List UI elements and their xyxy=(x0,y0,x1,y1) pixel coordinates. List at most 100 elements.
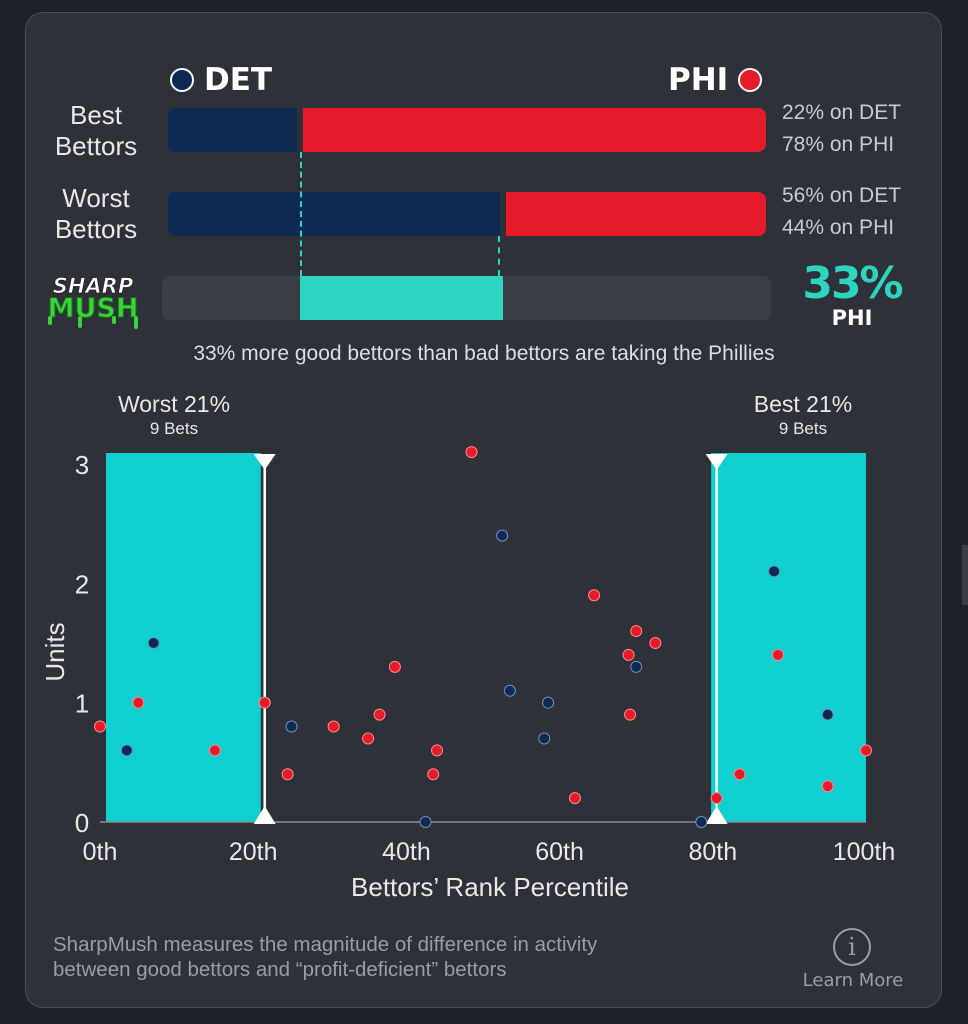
det-data-point xyxy=(630,660,643,673)
phi-data-point xyxy=(588,589,601,602)
x-tick-label: 100th xyxy=(833,838,896,866)
worst-zone-band xyxy=(106,453,261,822)
phi-data-point xyxy=(281,768,294,781)
worst-bettors-phi-segment xyxy=(505,192,766,236)
svg-text:SHARP: SHARP xyxy=(53,274,134,298)
phi-data-point xyxy=(821,780,834,793)
x-tick-label: 80th xyxy=(688,838,737,866)
phi-data-point xyxy=(649,637,662,649)
x-tick-label: 40th xyxy=(382,838,431,866)
sharpmush-diff-track xyxy=(162,276,771,320)
best-zone-label: Best 21% 9 Bets xyxy=(713,390,893,440)
sharpmush-value: 33% xyxy=(802,258,903,309)
y-axis-label: Units xyxy=(40,622,70,681)
footer-line1: SharpMush measures the magnitude of diff… xyxy=(53,933,598,956)
worst-zone-label: Worst 21% 9 Bets xyxy=(84,390,264,440)
worst-zone-marker-bottom-handle xyxy=(253,806,276,824)
best-bettors-label-line1: Best xyxy=(69,100,123,130)
phi-data-point xyxy=(733,768,746,781)
phi-data-point xyxy=(710,792,723,805)
det-data-point xyxy=(285,720,298,733)
best-det-pct-text: 22% on DET xyxy=(782,101,902,124)
team-away-header: DET xyxy=(170,60,272,100)
phi-data-point xyxy=(373,708,386,721)
footer-line2: between good bettors and “profit-deficie… xyxy=(53,958,507,981)
best-bettors-phi-segment xyxy=(302,108,766,152)
worst-bettors-bar xyxy=(168,192,766,236)
sharpmush-logo: SHARP MUSH xyxy=(34,270,152,332)
x-tick-label: 0th xyxy=(83,838,118,866)
phi-data-point xyxy=(427,768,440,781)
team-home-abbr: PHI xyxy=(668,62,729,98)
worst-zone-subtitle: 9 Bets xyxy=(149,419,199,438)
team-away-abbr: DET xyxy=(204,62,273,98)
worst-bettors-label-line1: Worst xyxy=(62,183,130,213)
y-tick-label: 2 xyxy=(75,569,89,599)
phi-data-point xyxy=(132,696,145,709)
det-data-point xyxy=(496,529,509,542)
worst-zone-title: Worst 21% xyxy=(117,391,231,417)
best-phi-pct-text: 78% on PHI xyxy=(782,133,895,156)
phi-data-point xyxy=(208,744,221,757)
phi-data-point xyxy=(431,744,444,757)
phi-data-point xyxy=(568,792,581,805)
best-zone-marker-top-handle xyxy=(705,454,728,470)
worst-split-connector xyxy=(498,236,500,276)
det-data-point xyxy=(120,744,133,757)
best-bettors-label-line2: Bettors xyxy=(54,131,138,161)
team-away-dot-icon xyxy=(170,68,194,92)
best-bettors-label: Best Bettors xyxy=(40,100,152,162)
phi-data-point xyxy=(771,648,784,661)
sharpmush-team: PHI xyxy=(831,306,873,330)
y-tick-label: 1 xyxy=(75,689,89,719)
det-data-point xyxy=(538,732,551,745)
x-tick-label: 60th xyxy=(535,838,584,866)
x-tick-label: 20th xyxy=(229,838,278,866)
team-home-header: PHI xyxy=(668,60,763,100)
det-data-point xyxy=(419,816,432,828)
sharpmush-diff-fill xyxy=(299,276,503,320)
best-bettors-bar xyxy=(168,108,766,152)
svg-text:MUSH: MUSH xyxy=(48,293,139,324)
phi-data-point xyxy=(388,660,401,673)
det-data-point xyxy=(147,637,160,649)
y-tick-label: 0 xyxy=(75,808,89,838)
phi-data-point xyxy=(465,446,478,459)
det-data-point xyxy=(503,684,516,697)
best-bettors-percentages: 22% on DET 78% on PHI xyxy=(782,97,901,161)
best-split-connector xyxy=(300,152,302,276)
worst-det-pct-text: 56% on DET xyxy=(782,184,902,207)
best-bettors-det-segment xyxy=(168,108,297,152)
phi-data-point xyxy=(630,625,643,638)
learn-more-link[interactable]: Learn More xyxy=(802,970,904,991)
worst-bettors-label-line2: Bettors xyxy=(54,214,138,244)
det-data-point xyxy=(768,565,781,578)
worst-bettors-label: Worst Bettors xyxy=(40,183,152,245)
worst-phi-pct-text: 44% on PHI xyxy=(782,216,895,239)
x-axis-label: Bettors’ Rank Percentile xyxy=(351,872,629,902)
phi-data-point xyxy=(622,648,635,661)
scrollbar[interactable] xyxy=(962,545,968,605)
y-tick-label: 3 xyxy=(75,450,89,480)
team-home-dot-icon xyxy=(738,68,763,92)
phi-data-point xyxy=(624,708,637,721)
det-data-point xyxy=(821,708,834,721)
phi-data-point xyxy=(94,720,106,733)
det-data-point xyxy=(695,816,708,828)
det-data-point xyxy=(542,696,555,709)
sharpmush-summary: 33% more good bettors than bad bettors a… xyxy=(193,342,775,365)
worst-zone-marker-top-handle xyxy=(253,454,276,470)
worst-bettors-det-segment xyxy=(168,192,500,236)
footer-description: SharpMush measures the magnitude of diff… xyxy=(53,932,753,982)
phi-data-point xyxy=(327,720,340,733)
scatter-chart: 0 1 2 3 0th 20th 40th 60th 80th 100th Bettors’ Ran… xyxy=(40,446,896,902)
best-zone-band xyxy=(711,453,866,822)
info-icon[interactable]: i xyxy=(833,928,871,966)
worst-bettors-percentages: 56% on DET 44% on PHI xyxy=(782,180,901,244)
phi-data-point xyxy=(258,696,271,709)
best-zone-title: Best 21% xyxy=(753,391,853,417)
phi-data-point xyxy=(362,732,375,745)
phi-data-point xyxy=(860,744,872,757)
best-zone-subtitle: 9 Bets xyxy=(778,419,828,438)
best-zone-marker-bottom-handle xyxy=(705,806,728,824)
